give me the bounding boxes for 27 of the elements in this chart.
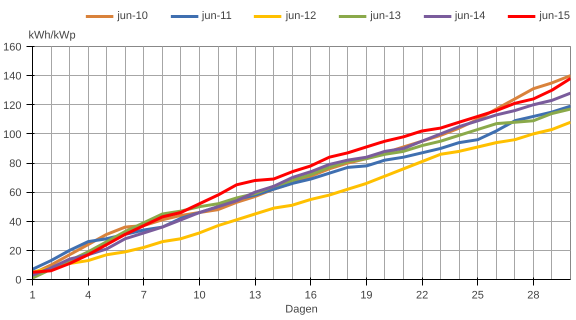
legend-label: jun-15 — [539, 10, 570, 22]
y-tick-label: 60 — [9, 187, 22, 200]
x-tick-label: 25 — [472, 290, 484, 302]
y-tick-label: 160 — [3, 42, 22, 54]
x-tick-label: 22 — [416, 290, 428, 302]
y-tick-label: 120 — [3, 100, 22, 112]
y-tick-label: 100 — [3, 128, 22, 141]
x-tick-label: 16 — [304, 290, 317, 302]
y-tick-label: 80 — [9, 158, 22, 170]
y-tick-label: 20 — [9, 245, 22, 258]
x-tick-label: 19 — [360, 290, 373, 302]
legend-label: jun-13 — [370, 10, 401, 22]
y-axis-title: kWh/kWp — [28, 30, 76, 42]
x-tick-label: 7 — [140, 290, 147, 302]
legend-label: jun-11 — [202, 10, 232, 22]
x-tick-label: 28 — [527, 290, 540, 302]
y-tick-label: 40 — [9, 216, 22, 228]
x-tick-label: 1 — [29, 290, 36, 302]
legend-label: jun-14 — [454, 10, 486, 22]
legend-label: jun-12 — [286, 10, 316, 22]
y-tick-label: 140 — [3, 70, 22, 83]
x-tick-label: 10 — [193, 290, 206, 302]
y-tick-label: 0 — [15, 274, 22, 286]
x-tick-label: 4 — [85, 290, 92, 302]
x-tick-label: 13 — [249, 290, 262, 302]
x-axis-title: Dagen — [285, 304, 318, 316]
legend-label: jun-10 — [117, 10, 148, 22]
